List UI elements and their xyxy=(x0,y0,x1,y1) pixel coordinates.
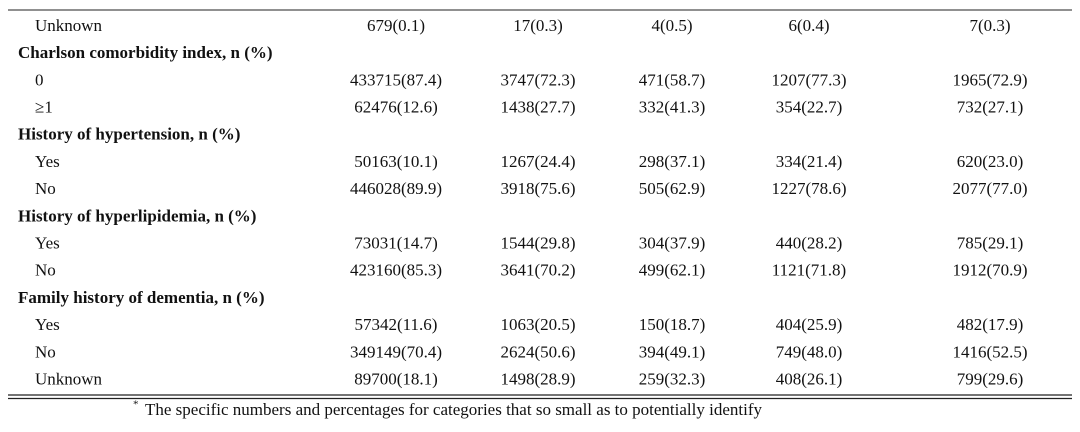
row-label: No xyxy=(35,342,56,361)
cell: 4(0.5) xyxy=(651,16,692,35)
cell: 62476(12.6) xyxy=(354,98,438,117)
cell: 404(25.9) xyxy=(776,315,843,334)
row-label: No xyxy=(35,261,56,280)
cell: 89700(18.1) xyxy=(354,370,438,389)
cell: 799(29.6) xyxy=(957,370,1024,389)
cell: 471(58.7) xyxy=(639,70,706,89)
row-label: No xyxy=(35,179,56,198)
cell: 394(49.1) xyxy=(639,342,706,361)
row-label: 0 xyxy=(35,70,44,89)
cell: 334(21.4) xyxy=(776,152,843,171)
cell: 1965(72.9) xyxy=(952,70,1027,89)
footnote-mark: * xyxy=(133,399,139,411)
cell: 446028(89.9) xyxy=(350,179,442,198)
cell: 1498(28.9) xyxy=(500,370,575,389)
cell: 7(0.3) xyxy=(969,16,1010,35)
cell: 2624(50.6) xyxy=(500,342,575,361)
cell: 679(0.1) xyxy=(367,16,425,35)
cell: 408(26.1) xyxy=(776,370,843,389)
cell: 440(28.2) xyxy=(776,234,843,253)
cell: 620(23.0) xyxy=(957,152,1024,171)
cell: 732(27.1) xyxy=(957,98,1024,117)
section-label: Family history of dementia, n (%) xyxy=(18,288,264,307)
row-label: Yes xyxy=(35,315,60,334)
cell: 1267(24.4) xyxy=(500,152,575,171)
cell: 499(62.1) xyxy=(639,261,706,280)
cell: 1544(29.8) xyxy=(500,234,575,253)
cell: 785(29.1) xyxy=(957,234,1024,253)
row-label: Unknown xyxy=(35,370,103,389)
cell: 354(22.7) xyxy=(776,98,843,117)
cell: 150(18.7) xyxy=(639,315,706,334)
cell: 17(0.3) xyxy=(513,16,563,35)
cell: 505(62.9) xyxy=(639,179,706,198)
footnote-text: The specific numbers and percentages for… xyxy=(145,400,762,419)
section-label: History of hypertension, n (%) xyxy=(18,125,240,144)
cell: 1227(78.6) xyxy=(771,179,846,198)
row-label: Yes xyxy=(35,152,60,171)
cell: 1121(71.8) xyxy=(772,261,846,280)
cell: 482(17.9) xyxy=(957,315,1024,334)
cell: 3641(70.2) xyxy=(500,261,575,280)
cell: 3918(75.6) xyxy=(500,179,575,198)
cell: 1438(27.7) xyxy=(500,98,575,117)
cell: 349149(70.4) xyxy=(350,342,442,361)
cell: 332(41.3) xyxy=(639,98,706,117)
cell: 2077(77.0) xyxy=(952,179,1027,198)
row-label: Unknown xyxy=(35,16,103,35)
cell: 1207(77.3) xyxy=(771,70,846,89)
section-label: History of hyperlipidemia, n (%) xyxy=(18,206,256,225)
cell: 304(37.9) xyxy=(639,234,706,253)
cell: 749(48.0) xyxy=(776,342,843,361)
cell: 6(0.4) xyxy=(788,16,829,35)
cell: 423160(85.3) xyxy=(350,261,442,280)
row-label: Yes xyxy=(35,234,60,253)
cell: 3747(72.3) xyxy=(500,70,575,89)
cell: 259(32.3) xyxy=(639,370,706,389)
cell: 1912(70.9) xyxy=(952,261,1027,280)
cell: 73031(14.7) xyxy=(354,234,438,253)
cell: 57342(11.6) xyxy=(355,315,438,334)
cell: 298(37.1) xyxy=(639,152,706,171)
cell: 433715(87.4) xyxy=(350,70,442,89)
row-label: ≥1 xyxy=(35,98,53,117)
cell: 1416(52.5) xyxy=(952,342,1027,361)
cell: 1063(20.5) xyxy=(500,315,575,334)
section-label: Charlson comorbidity index, n (%) xyxy=(18,43,273,62)
cell: 50163(10.1) xyxy=(354,152,438,171)
